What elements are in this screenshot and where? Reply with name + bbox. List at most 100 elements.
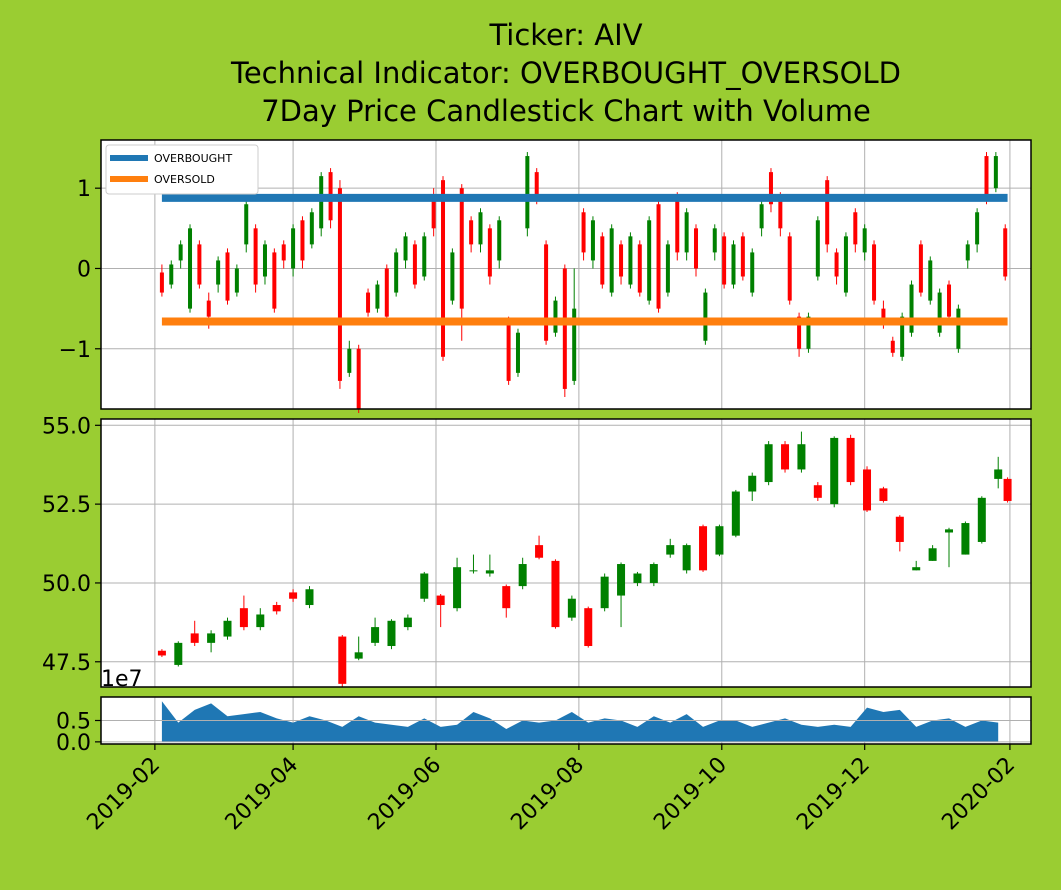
indicator-candle-12 — [272, 252, 277, 309]
price-candle-10 — [338, 636, 347, 684]
price-candle-31 — [682, 545, 691, 571]
price-candle-29 — [649, 564, 658, 583]
price-candle-32 — [699, 526, 708, 571]
indicator-candle-77 — [881, 308, 886, 325]
price-candle-42 — [863, 469, 872, 511]
indicator-candle-53 — [656, 204, 661, 309]
indicator-candle-66 — [778, 196, 783, 229]
price-candle-18 — [469, 570, 478, 572]
indicator-candle-10 — [253, 228, 258, 285]
chart-subtitle: Technical Indicator: OVERBOUGHT_OVERSOLD — [230, 56, 901, 90]
indicator-panel-ytick-label-1: 0 — [77, 257, 91, 282]
price-candle-17 — [453, 567, 462, 609]
volume-panel: 0.50.0 — [56, 696, 1032, 756]
price-candle-8 — [289, 592, 298, 599]
price-candle-9 — [305, 589, 314, 606]
indicator-candle-73 — [843, 236, 848, 293]
price-candle-3 — [207, 633, 216, 643]
price-candle-47 — [945, 529, 954, 533]
indicator-candle-65 — [768, 172, 773, 205]
price-candle-46 — [928, 548, 937, 561]
price-candle-27 — [617, 564, 626, 596]
indicator-candle-88 — [984, 156, 989, 197]
price-panel-ytick-label-1: 52.5 — [42, 493, 91, 518]
price-candle-25 — [584, 608, 593, 647]
price-candle-30 — [666, 545, 675, 555]
indicator-candle-38 — [515, 332, 520, 373]
price-panel-ytick-label-3: 47.5 — [42, 651, 91, 676]
price-candle-41 — [846, 437, 855, 483]
indicator-candle-9 — [244, 204, 249, 245]
indicator-candle-21 — [356, 348, 361, 409]
indicator-candle-56 — [684, 212, 689, 253]
indicator-candle-14 — [291, 228, 296, 269]
x-tick-label-4: 2019-10 — [649, 753, 732, 836]
price-candle-38 — [797, 444, 806, 470]
indicator-candle-50 — [628, 236, 633, 285]
indicator-candle-3 — [188, 228, 193, 309]
indicator-candle-80 — [909, 284, 914, 333]
price-candle-49 — [977, 497, 986, 542]
indicator-candle-19 — [337, 188, 342, 381]
indicator-candle-68 — [797, 316, 802, 349]
indicator-candle-13 — [281, 244, 286, 261]
indicator-candle-69 — [806, 316, 811, 349]
indicator-candle-37 — [506, 324, 511, 381]
indicator-candle-46 — [590, 220, 595, 261]
price-candle-12 — [371, 627, 380, 643]
price-candle-14 — [403, 617, 412, 628]
price-candle-7 — [272, 605, 281, 612]
price-candle-0 — [157, 650, 166, 656]
indicator-candle-76 — [872, 244, 877, 301]
indicator-candle-2 — [178, 244, 183, 261]
indicator-candle-45 — [581, 212, 586, 253]
price-candle-35 — [748, 475, 757, 492]
x-tick-label-1: 2019-04 — [221, 753, 304, 836]
volume-offset-label: 1e7 — [101, 667, 143, 692]
indicator-candle-35 — [487, 228, 492, 277]
legend-oversold-label: OVERSOLD — [154, 173, 215, 186]
indicator-candle-61 — [731, 244, 736, 285]
indicator-candle-86 — [965, 244, 970, 261]
price-candle-1 — [174, 642, 183, 665]
indicator-candle-26 — [403, 236, 408, 261]
indicator-candle-15 — [300, 220, 305, 261]
indicator-candle-41 — [544, 244, 549, 341]
price-panel-ytick-label-0: 55.0 — [42, 414, 91, 439]
indicator-candle-84 — [947, 284, 952, 317]
indicator-candle-62 — [740, 236, 745, 277]
indicator-candle-4 — [197, 244, 202, 285]
indicator-candle-63 — [750, 252, 755, 293]
indicator-candle-54 — [665, 244, 670, 293]
price-candle-26 — [600, 576, 609, 609]
price-candle-45 — [912, 567, 921, 571]
indicator-candle-72 — [834, 252, 839, 277]
indicator-candle-59 — [712, 228, 717, 253]
price-candle-50 — [994, 469, 1003, 479]
price-candle-16 — [436, 595, 445, 606]
indicator-candle-30 — [441, 180, 446, 357]
indicator-candle-60 — [722, 236, 727, 285]
indicator-candle-85 — [956, 308, 961, 349]
x-tick-label-6: 2020-02 — [937, 753, 1020, 836]
price-candle-40 — [830, 437, 839, 505]
indicator-candle-82 — [928, 260, 933, 301]
indicator-panel-ytick-label-0: 1 — [77, 177, 91, 202]
price-candle-2 — [190, 633, 199, 643]
indicator-candle-79 — [900, 316, 905, 357]
indicator-candle-34 — [478, 212, 483, 245]
price-candle-19 — [485, 570, 494, 574]
price-panel-ytick-label-2: 50.0 — [42, 572, 91, 597]
volume-area — [161, 701, 999, 742]
indicator-candle-90 — [1003, 228, 1008, 277]
price-candle-13 — [387, 620, 396, 647]
indicator-candle-71 — [825, 180, 830, 245]
price-candle-23 — [551, 560, 560, 628]
indicator-candle-22 — [366, 292, 371, 313]
indicator-candle-49 — [619, 244, 624, 277]
price-candle-11 — [354, 652, 363, 659]
volume-panel-ytick-label-1: 0.0 — [56, 731, 91, 756]
x-tick-label-3: 2019-08 — [506, 753, 589, 836]
indicator-candle-11 — [262, 244, 267, 277]
